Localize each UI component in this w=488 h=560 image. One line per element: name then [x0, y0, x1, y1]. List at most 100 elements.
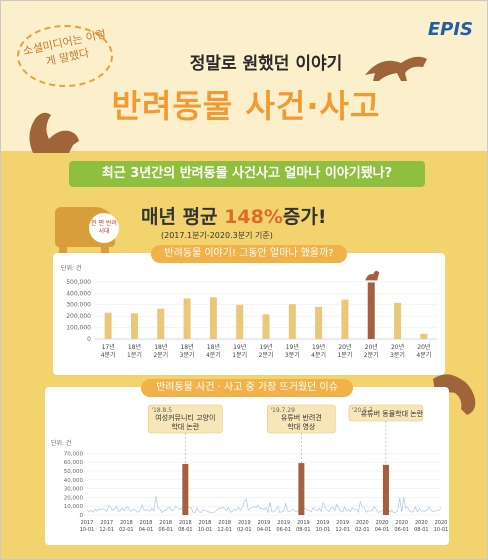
x-tick-label: 12-01: [99, 527, 114, 533]
x-tick-label: 3분기: [180, 351, 195, 359]
bar: [183, 298, 191, 339]
x-tick-label: 20년: [391, 343, 404, 351]
x-tick-label: 19년: [259, 343, 272, 351]
y-tick-label: 200,000: [66, 313, 91, 320]
y-tick-label: 0: [80, 513, 84, 519]
y-tick-label: 500,000: [66, 279, 91, 286]
callout-label: 유튜버 동물학대 논란: [361, 409, 424, 418]
bar: [236, 304, 244, 339]
x-tick-label: 18년: [128, 343, 141, 351]
x-tick-label: 02-01: [355, 527, 370, 533]
growth-subtitle: (2017.1분기-2020.3분기 기준): [161, 231, 273, 240]
x-tick-label: 18년: [180, 343, 193, 351]
bar: [341, 299, 349, 339]
bar: [367, 282, 375, 339]
line-chart-title: 반려동물 사건 · 사고 중 가장 뜨거웠던 이슈: [141, 379, 353, 397]
x-tick-label: 08-01: [178, 527, 193, 533]
x-tick-label: 2018: [179, 520, 192, 526]
bar: [209, 297, 217, 339]
x-tick-label: 4분기: [311, 351, 326, 359]
x-tick-label: 2분기: [364, 351, 379, 359]
bar: [315, 307, 323, 339]
x-tick-label: 08-01: [296, 527, 311, 533]
callout-label: 유튜버 반려견: [281, 413, 322, 422]
x-tick-label: 20년: [338, 343, 351, 351]
x-tick-label: 2020: [356, 520, 369, 526]
x-tick-label: 4분기: [206, 351, 221, 359]
bar-chart-card: [53, 253, 445, 375]
line-chart: 단위: 건 0 10,000 20,000 30,000 40,000 50,000 60,0…: [51, 404, 449, 533]
x-tick-label: 10-01: [316, 527, 331, 533]
x-tick-label: 06-01: [394, 527, 409, 533]
bar: [262, 314, 270, 339]
callout-label: 학대 영상: [287, 422, 316, 431]
question-banner: 최근 3년간의 반려동물 사건사고 얼마나 이야기됐나?: [69, 161, 425, 187]
x-tick-label: 12-01: [335, 527, 350, 533]
growth-title: 매년 평균 148%증가!: [141, 206, 327, 228]
spike-bar: [298, 463, 305, 515]
headline-big: 반려동물 사건·사고: [111, 87, 381, 125]
daily-series-line: [86, 496, 442, 514]
x-tick-label: 2018: [120, 520, 133, 526]
x-tick-label: 18년: [207, 343, 220, 351]
x-tick-label: 2019: [297, 520, 310, 526]
x-tick-label: 19년: [233, 343, 246, 351]
x-tick-label: 06-01: [276, 527, 291, 533]
x-tick-label: 10-01: [434, 527, 449, 533]
bar-chart-title: 반려동물 이야기! 그동안 얼마나 했을까?: [151, 245, 347, 263]
dog-leg-icon: [101, 241, 109, 255]
bar: [104, 312, 112, 339]
x-tick-label: 2018: [140, 520, 153, 526]
x-tick-label: 08-01: [414, 527, 429, 533]
y-tick-label: 400,000: [66, 290, 91, 297]
squirrel-icon: [29, 112, 80, 153]
x-tick-label: 2020: [435, 520, 448, 526]
x-tick-label: 2019: [336, 520, 349, 526]
callout-date: '20.5.7: [352, 407, 373, 414]
bar-chart-unit: 단위: 건: [61, 264, 82, 272]
x-tick-label: 04-01: [139, 527, 154, 533]
x-tick-label: 3분기: [285, 351, 300, 359]
x-tick-label: 1분기: [337, 351, 352, 359]
x-tick-label: 04-01: [375, 527, 390, 533]
bar: [130, 313, 138, 339]
y-tick-label: 60,000: [64, 460, 84, 466]
line-chart-unit: 단위: 건: [51, 439, 72, 447]
x-tick-label: 20년: [365, 343, 378, 351]
y-tick-label: 20,000: [64, 495, 84, 501]
x-tick-label: 10-01: [198, 527, 213, 533]
x-tick-label: 2017: [100, 520, 113, 526]
spike-bar: [382, 464, 389, 515]
callout-label: 여성커뮤니티 고양이: [155, 413, 215, 422]
x-tick-label: 02-01: [119, 527, 134, 533]
x-tick-label: 1분기: [232, 351, 247, 359]
y-tick-label: 10,000: [64, 504, 84, 510]
y-tick-label: 30,000: [64, 487, 84, 493]
y-tick-label: 300,000: [66, 302, 91, 309]
bar: [420, 333, 428, 339]
y-tick-label: 70,000: [64, 451, 84, 457]
x-tick-label: 12-01: [217, 527, 232, 533]
callout-label: 학대 논란: [171, 422, 200, 431]
x-tick-label: 3분기: [390, 351, 405, 359]
x-tick-label: 2018: [199, 520, 212, 526]
squirrel-icon: [365, 270, 380, 281]
x-tick-label: 19년: [286, 343, 299, 351]
x-tick-label: 2020: [415, 520, 428, 526]
headline-small: 정말로 원했던 이야기: [189, 54, 343, 74]
callout-date: '18.8.5: [151, 407, 172, 414]
bar: [288, 304, 296, 339]
y-tick-label: 100,000: [66, 325, 91, 332]
x-tick-label: 04-01: [257, 527, 272, 533]
x-tick-label: 4분기: [416, 351, 431, 359]
x-tick-label: 1분기: [127, 351, 142, 359]
dog-badge: 전 편 반려 시대: [89, 213, 119, 243]
dog-leg-icon: [59, 241, 67, 255]
x-tick-label: 18년: [154, 343, 167, 351]
y-tick-label: 50,000: [64, 469, 84, 475]
x-tick-label: 2019: [317, 520, 330, 526]
x-tick-label: 2분기: [259, 351, 274, 359]
bar-chart: 단위: 건 0 100,000 200,000 300,000 400,000 500,00…: [61, 264, 437, 359]
x-tick-label: 17년: [102, 343, 115, 351]
